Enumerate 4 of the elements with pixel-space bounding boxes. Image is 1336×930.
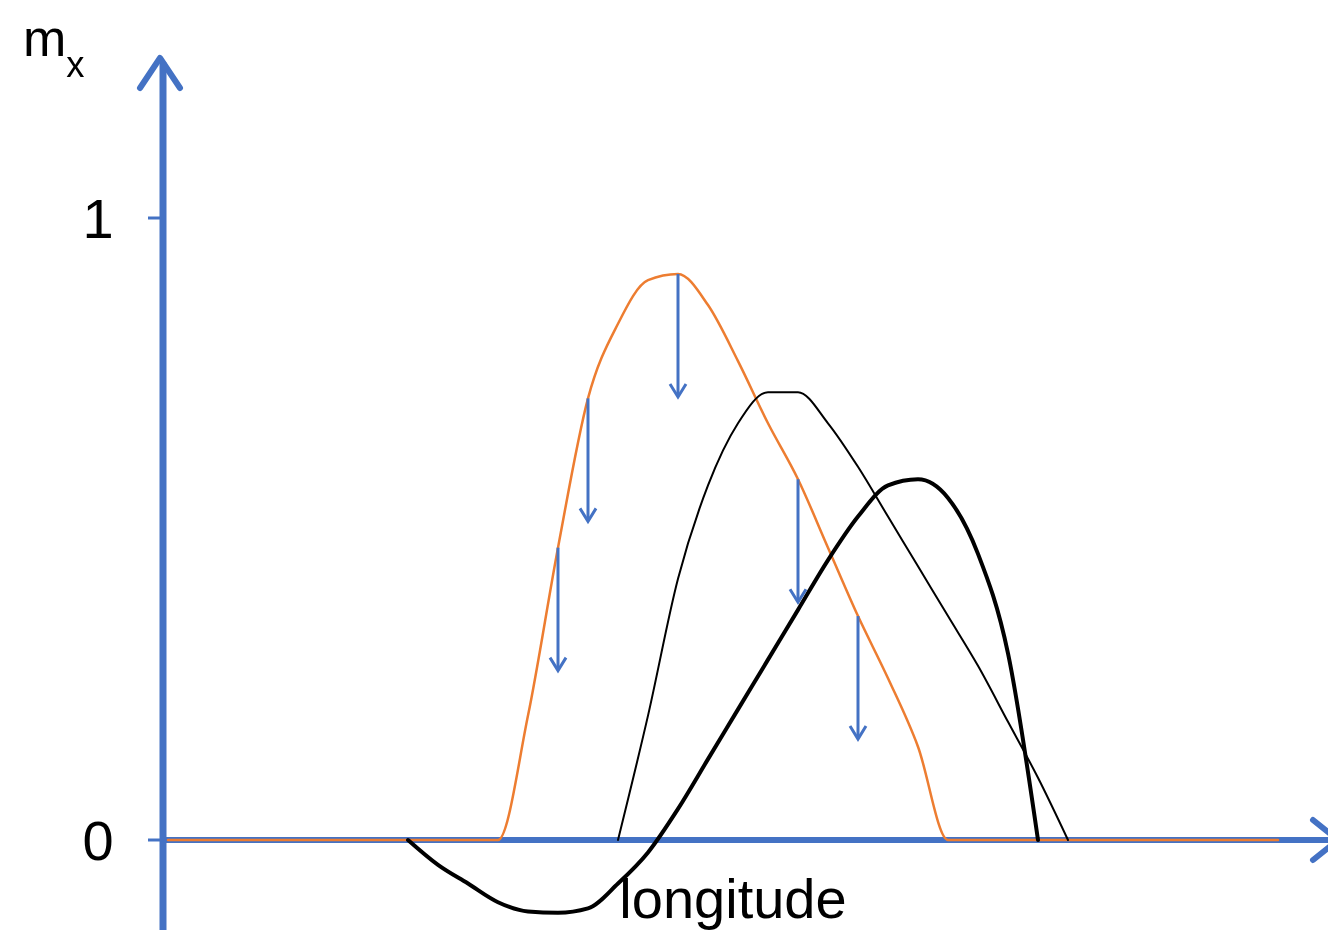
y-axis-title: m$_{x}$: [23, 9, 85, 85]
x-axis-title: longitude: [619, 867, 847, 930]
y-tick-label: 0: [82, 808, 114, 872]
y-tick-label: 1: [82, 186, 114, 250]
